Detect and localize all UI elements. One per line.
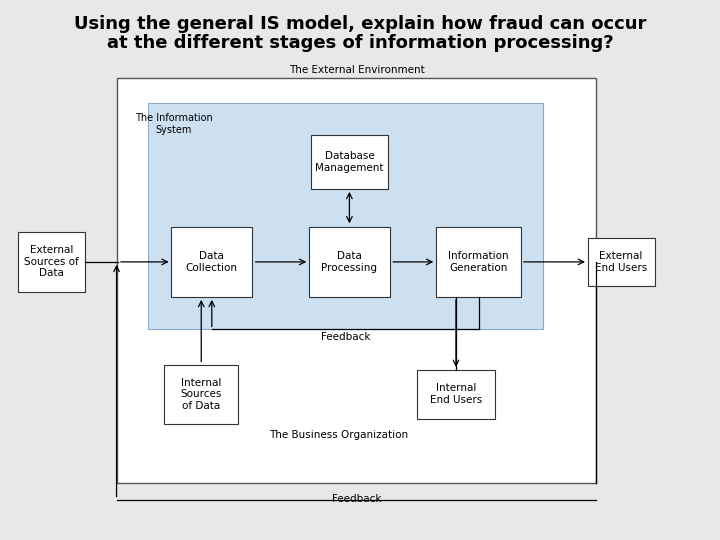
Bar: [148, 103, 544, 329]
Text: Using the general IS model, explain how fraud can occur: Using the general IS model, explain how …: [74, 15, 646, 33]
Text: Information
Generation: Information Generation: [449, 251, 509, 273]
Bar: [164, 364, 238, 424]
Text: Internal
End Users: Internal End Users: [430, 383, 482, 405]
Bar: [436, 227, 521, 297]
Text: Feedback: Feedback: [321, 333, 371, 342]
Bar: [18, 232, 85, 292]
Text: The Information
System: The Information System: [135, 113, 212, 135]
Bar: [588, 238, 654, 286]
Bar: [310, 135, 388, 189]
Bar: [117, 78, 596, 483]
Text: at the different stages of information processing?: at the different stages of information p…: [107, 34, 613, 52]
Text: External
End Users: External End Users: [595, 251, 647, 273]
Bar: [171, 227, 253, 297]
Bar: [309, 227, 390, 297]
Bar: [417, 370, 495, 418]
Text: Database
Management: Database Management: [315, 151, 384, 173]
Text: Data
Collection: Data Collection: [186, 251, 238, 273]
Text: Internal
Sources
of Data: Internal Sources of Data: [181, 377, 222, 411]
Text: Feedback: Feedback: [332, 495, 381, 504]
Text: External
Sources of
Data: External Sources of Data: [24, 245, 79, 279]
Text: The Business Organization: The Business Organization: [269, 430, 408, 440]
Text: Data
Processing: Data Processing: [321, 251, 377, 273]
Text: The External Environment: The External Environment: [289, 65, 424, 75]
